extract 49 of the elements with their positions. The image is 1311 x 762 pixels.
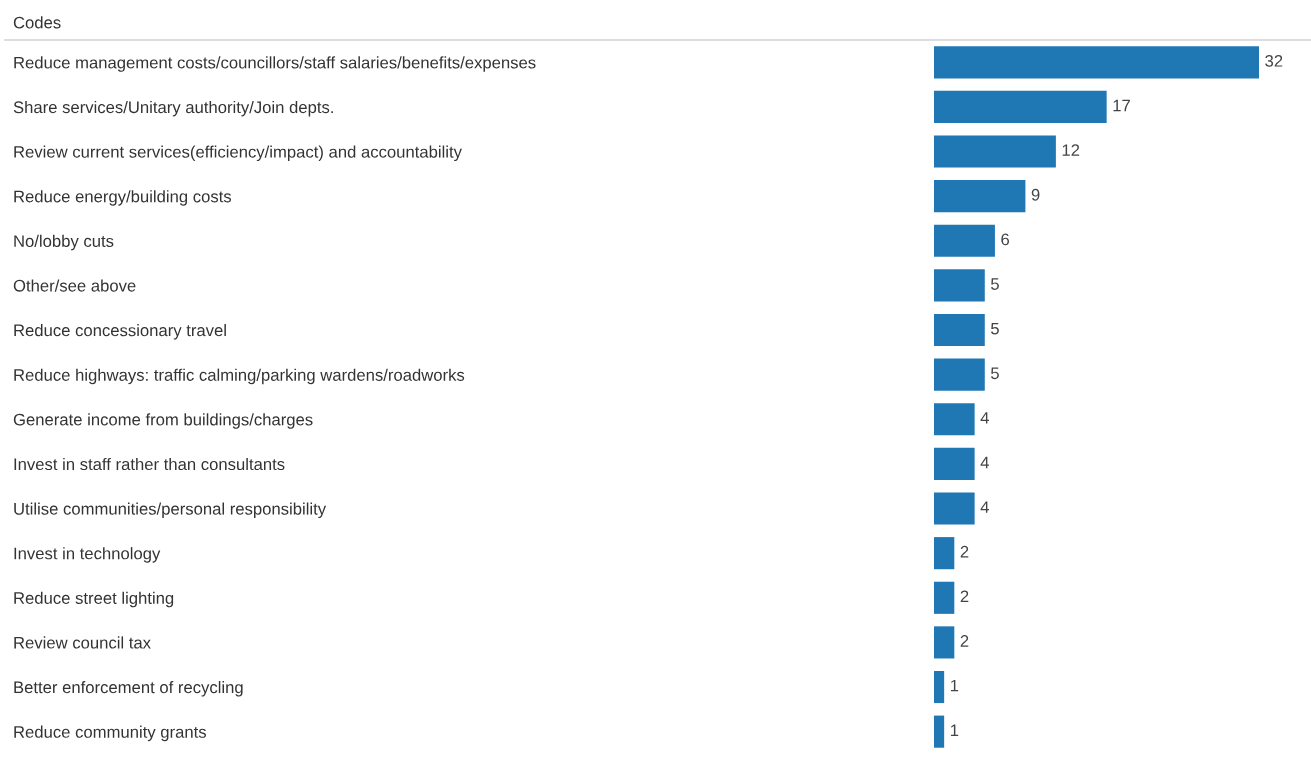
bar (934, 447, 975, 480)
data-label: 12 (1062, 144, 1080, 156)
y-tick-label: Review council tax (14, 636, 151, 649)
data-label: 4 (980, 501, 989, 513)
bar (934, 358, 985, 391)
bar (934, 715, 945, 748)
data-label: 6 (1001, 233, 1010, 246)
y-tick-label: Reduce highways: traffic calming/parking wardens/roadworks (14, 368, 465, 385)
bar (934, 626, 955, 659)
y-tick-label: Utilise communities/personal responsibility (14, 502, 327, 519)
y-tick-label: Invest in technology (14, 547, 161, 563)
data-label: 2 (960, 635, 969, 647)
y-tick-label: Reduce energy/building costs (14, 190, 232, 206)
data-label: 32 (1265, 54, 1283, 67)
data-label: 2 (960, 545, 969, 558)
y-tick-label: Reduce concessionary travel (14, 324, 226, 340)
y-tick-label: Invest in staff rather than consultants (14, 457, 285, 471)
bar (934, 403, 975, 436)
y-tick-label: Reduce management costs/councillors/staff salaries/benefits/expenses (14, 56, 536, 72)
bar (934, 224, 995, 257)
bar (934, 537, 955, 570)
data-label: 1 (950, 679, 959, 692)
bar (934, 180, 1026, 213)
bar (934, 46, 1259, 79)
bar (934, 313, 985, 347)
y-tick-label: Share services/Unitary authority/Join depts. (13, 100, 333, 117)
y-tick-label: Review current services(efficiency/impact) and accountability (14, 145, 462, 162)
y-tick-label: Better enforcement of recycling (14, 680, 243, 697)
y-tick-label: Reduce street lighting (14, 591, 174, 608)
y-tick-label: Reduce community grants (14, 725, 206, 742)
data-label: 5 (991, 322, 999, 335)
data-label: 17 (1113, 99, 1130, 112)
bar (934, 581, 955, 614)
data-label: 4 (980, 412, 989, 424)
y-tick-label: No/lobby cuts (14, 234, 114, 251)
bar (934, 90, 1107, 123)
y-tick-label: Other/see above (13, 279, 136, 292)
y-axis-title: Codes (13, 16, 61, 29)
data-label: 2 (960, 590, 969, 603)
bar (934, 135, 1056, 168)
data-label: 1 (950, 724, 959, 736)
data-label: 9 (1031, 188, 1040, 201)
bar (934, 670, 945, 704)
data-label: 5 (991, 367, 999, 380)
data-label: 5 (991, 278, 999, 290)
bar (934, 492, 975, 525)
bar (934, 269, 985, 302)
data-label: 4 (980, 456, 989, 469)
y-tick-label: Generate income from buildings/charges (13, 413, 313, 429)
